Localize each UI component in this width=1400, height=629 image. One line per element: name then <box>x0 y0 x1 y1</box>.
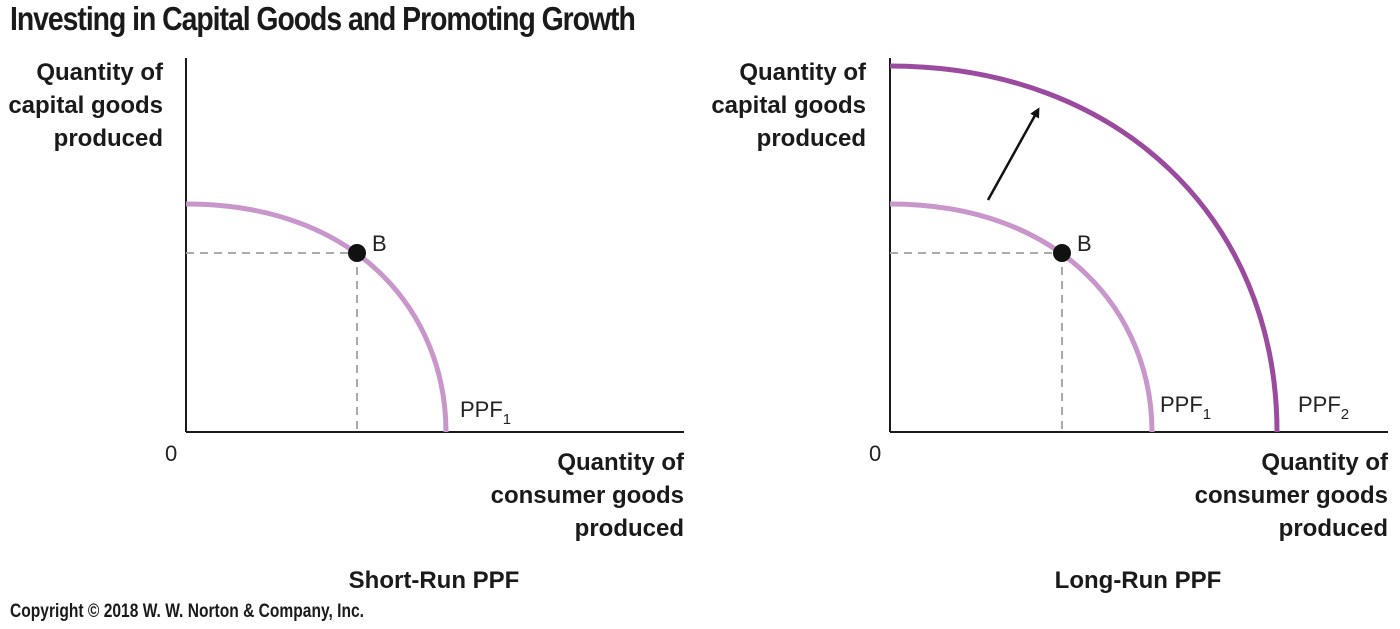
short-run-panel: Quantity of capital goods produced B PPF… <box>8 58 685 594</box>
panel-subtitle: Short-Run PPF <box>349 567 520 594</box>
shift-arrow <box>986 107 1040 201</box>
origin-label: 0 <box>869 441 881 466</box>
long-run-panel: Quantity of capital goods produced B PPF… <box>711 58 1389 594</box>
x-axis-label-line3: produced <box>1279 515 1388 542</box>
y-axis-label-line3: produced <box>54 125 163 152</box>
y-axis-label-line1: Quantity of <box>739 59 867 86</box>
ppf1-label: PPF1 <box>1160 392 1211 423</box>
ppf2-curve <box>889 63 1280 433</box>
y-axis-label-line1: Quantity of <box>36 59 164 86</box>
copyright-notice: Copyright © 2018 W. W. Norton & Company,… <box>10 601 364 622</box>
x-axis-label-line1: Quantity of <box>1261 449 1389 476</box>
x-axis-label-line1: Quantity of <box>557 449 685 476</box>
x-axis-label-line2: consumer goods <box>491 482 684 509</box>
point-b-label: B <box>372 231 387 256</box>
y-axis-label-line2: capital goods <box>8 92 163 119</box>
point-b-label: B <box>1077 231 1092 256</box>
point-b <box>1053 244 1071 262</box>
ppf2-label: PPF2 <box>1298 392 1349 423</box>
ppf1-label: PPF1 <box>460 397 511 428</box>
point-b <box>348 244 366 262</box>
ppf1-curve <box>889 201 1155 433</box>
x-axis-label-line2: consumer goods <box>1195 482 1388 509</box>
ppf1-curve <box>185 201 449 433</box>
page-title: Investing in Capital Goods and Promoting… <box>10 0 636 37</box>
y-axis-label-line3: produced <box>757 125 866 152</box>
origin-label: 0 <box>165 441 177 466</box>
x-axis-label-line3: produced <box>575 515 684 542</box>
panel-subtitle: Long-Run PPF <box>1055 567 1222 594</box>
y-axis-label-line2: capital goods <box>711 92 866 119</box>
